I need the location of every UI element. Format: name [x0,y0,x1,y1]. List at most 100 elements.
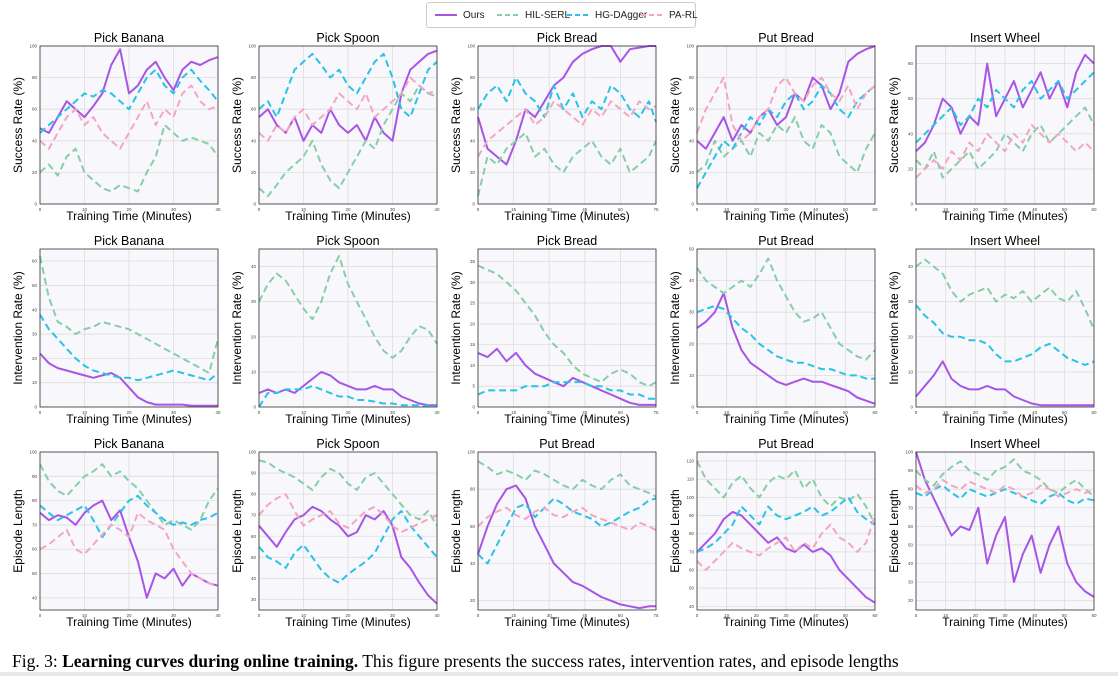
series-line-hil-serl [39,256,219,374]
series-line-hil-serl [258,255,438,359]
x-axis-label: Training Time (Minutes) [504,412,630,426]
x-tick-label: 20 [345,410,351,415]
y-axis-label: Episode Length [11,489,25,572]
subplot-2-1: 0 10 20 30 40 0 10 20 30 40 50 60 Pick Banana Trainin… [8,233,221,430]
subplot-1-4: 0 10 20 30 40 50 60 0 20 40 60 80 100 Put Bread Traini… [665,30,878,227]
y-tick-label: 0 [34,405,37,410]
plot-frame [477,248,657,408]
y-tick-label: 90 [251,471,257,476]
x-tick-label: 45 [582,410,588,415]
y-tick-label: 70 [689,549,695,554]
plot-frame [258,248,438,408]
y-tick-label: 20 [251,170,257,175]
plot-frame [39,248,219,408]
x-tick-label: 60 [618,410,624,415]
subplot-svg: 0 10 20 30 40 50 60 0 20 40 60 80 100 Put Bread Traini… [668,31,878,223]
x-tick-label: 75 [653,207,659,212]
x-tick-label: 50 [843,410,849,415]
y-tick-label: 0 [910,202,913,207]
series-line-hg-dagger [258,52,438,119]
series-line-ours [477,484,656,610]
y-tick-label: 80 [689,531,695,536]
plot-frame [696,45,876,205]
y-tick-label: 100 [248,450,256,455]
x-tick-label: 30 [547,207,553,212]
y-tick-label: 20 [908,166,914,171]
x-tick-label: 0 [696,410,699,415]
subplot-svg: 0 10 20 30 40 30 40 50 60 70 80 90 100 Pick Spoon Trai… [230,437,440,629]
y-axis-label: Intervention Rate (%) [668,271,682,384]
x-tick-label: 20 [754,410,760,415]
y-tick-label: 25 [470,301,476,306]
x-tick-label: 30 [783,207,789,212]
subplot-svg: 0 15 30 45 60 75 0 5 10 15 20 25 30 35 Pick Bread Train… [449,234,659,426]
series-line-hg-dagger [477,381,656,400]
x-axis-label: Training Time (Minutes) [723,209,849,223]
x-tick-label: 40 [434,207,440,212]
x-tick-label: 40 [813,207,819,212]
y-tick-label: 20 [689,341,695,346]
y-tick-label: 60 [32,547,38,552]
x-tick-label: 0 [258,613,261,618]
x-tick-label: 0 [696,207,699,212]
x-tick-label: 0 [477,613,480,618]
caption-bold: Learning curves during online training. [62,651,359,671]
chart-title: Insert Wheel [970,437,1040,451]
x-axis-label: Training Time (Minutes) [285,412,411,426]
y-tick-label: 70 [32,522,38,527]
x-tick-label: 40 [434,613,440,618]
x-tick-label: 20 [973,410,979,415]
x-tick-label: 75 [653,410,659,415]
series-line-pa-rl [477,506,657,532]
x-tick-label: 60 [1091,207,1097,212]
chart-title: Put Bread [758,31,814,45]
y-axis-label: Episode Length [887,489,901,572]
y-tick-label: 20 [32,356,38,361]
y-tick-label: 100 [467,450,475,455]
y-tick-label: 20 [470,170,476,175]
legend-item-hg-dagger: HG-DAgger [567,3,647,27]
series-line-hg-dagger [696,496,876,553]
y-tick-label: 80 [908,487,914,492]
plot-frame [258,451,438,611]
x-tick-label: 50 [843,613,849,618]
y-tick-label: 60 [32,107,38,112]
y-tick-label: 40 [251,576,257,581]
y-tick-label: 60 [251,107,257,112]
x-tick-label: 30 [1002,207,1008,212]
x-tick-label: 10 [943,410,949,415]
series-line-ours [696,45,876,150]
y-tick-label: 40 [908,561,914,566]
series-line-hil-serl [39,124,219,193]
x-axis-label: Training Time (Minutes) [66,615,192,629]
y-tick-label: 100 [248,44,256,49]
plot-frame [477,45,657,205]
y-tick-label: 0 [691,405,694,410]
subplot-2-4: 0 10 20 30 40 50 60 0 10 20 30 40 50 Put Bread Trainin… [665,233,878,430]
x-tick-label: 40 [813,613,819,618]
y-tick-label: 100 [29,450,37,455]
y-tick-label: 100 [686,495,694,500]
x-tick-label: 10 [82,410,88,415]
y-tick-label: 0 [691,202,694,207]
y-axis-label: Success Rate (%) [668,77,682,173]
y-tick-label: 10 [470,363,476,368]
y-tick-label: 0 [34,202,37,207]
subplot-3-2: 0 10 20 30 40 30 40 50 60 70 80 90 100 Pick Spoon Trai… [227,436,440,633]
y-tick-label: 20 [470,321,476,326]
series-line-hil-serl [258,459,438,527]
series-line-hil-serl [477,131,657,197]
x-tick-label: 40 [813,410,819,415]
plot-frame [696,451,876,611]
series-line-pa-rl [39,511,219,587]
y-tick-label: 20 [470,598,476,603]
y-tick-label: 0 [472,405,475,410]
x-axis-label: Training Time (Minutes) [723,412,849,426]
y-tick-label: 50 [32,571,38,576]
chart-title: Put Bread [758,437,814,451]
x-axis-label: Training Time (Minutes) [504,209,630,223]
series-line-ours [915,451,1095,598]
series-line-hg-dagger [258,384,437,408]
y-tick-label: 30 [908,580,914,585]
y-tick-label: 80 [32,498,38,503]
